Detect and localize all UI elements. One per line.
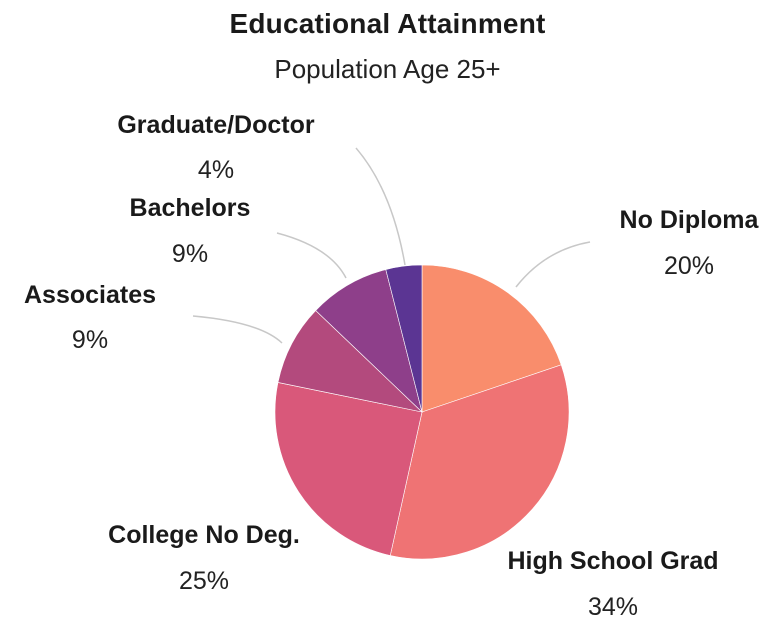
leader-line-associates bbox=[192, 315, 283, 344]
slice-label-no-diploma: No Diploma bbox=[620, 206, 760, 234]
pie-slice-high-school-grad bbox=[389, 364, 570, 560]
slice-label-college-no-deg: College No Deg. bbox=[108, 521, 300, 549]
slice-labels: No Diploma 20% High School Grad 34% College … bbox=[24, 111, 760, 617]
leader-line-graduate-doctor bbox=[355, 147, 406, 266]
slice-value-graduate-doctor: 4% bbox=[198, 156, 234, 184]
slice-value-high-school-grad: 34% bbox=[588, 593, 638, 617]
slice-label-graduate-doctor: Graduate/Doctor bbox=[117, 111, 315, 139]
chart-title: Educational Attainment bbox=[229, 8, 546, 39]
chart-subtitle: Population Age 25+ bbox=[274, 54, 501, 84]
slice-label-bachelors: Bachelors bbox=[130, 194, 251, 222]
pie-slices bbox=[274, 264, 570, 560]
slice-label-associates: Associates bbox=[24, 281, 156, 309]
leader-line-bachelors bbox=[276, 232, 347, 279]
slice-value-no-diploma: 20% bbox=[664, 252, 714, 280]
slice-value-associates: 9% bbox=[72, 326, 108, 354]
pie-slice-no-diploma bbox=[421, 264, 562, 413]
pie-slice-bachelors bbox=[315, 269, 423, 413]
leader-lines bbox=[192, 147, 591, 344]
slice-value-college-no-deg: 25% bbox=[179, 567, 229, 595]
pie-slice-college-no-deg bbox=[274, 382, 423, 556]
pie-slice-graduate-doctor bbox=[385, 264, 423, 413]
slice-label-high-school-grad: High School Grad bbox=[507, 547, 718, 575]
slice-value-bachelors: 9% bbox=[172, 240, 208, 268]
leader-line-no-diploma bbox=[515, 241, 591, 288]
pie-slice-associates bbox=[277, 310, 423, 413]
